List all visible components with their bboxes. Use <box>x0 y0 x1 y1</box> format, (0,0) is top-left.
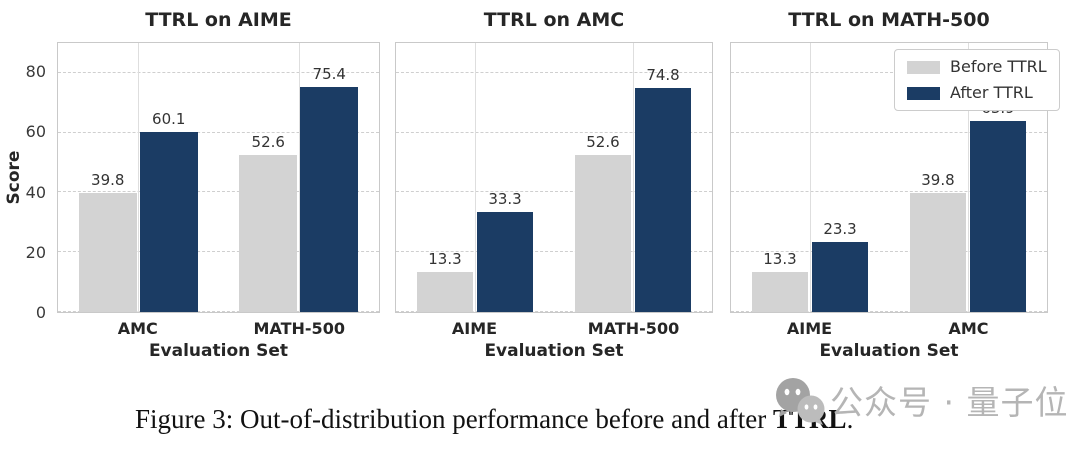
bar-before-ttrl-amc <box>909 193 967 312</box>
y-axis-ticks: 0 20 40 60 80 <box>0 42 50 322</box>
x-axis-label-math500-panel: Evaluation Set <box>819 341 959 361</box>
chart-title-ttrl-on-aime: TTRL on AIME <box>145 9 292 31</box>
bar-before-ttrl-aime <box>416 272 474 312</box>
chart-title-ttrl-on-amc: TTRL on AMC <box>483 9 625 31</box>
gridline-vertical <box>298 43 300 312</box>
legend-swatch-after-ttrl <box>907 86 940 100</box>
legend-item-before-ttrl: Before TTRL <box>907 58 1047 76</box>
gridline-horizontal <box>396 131 712 133</box>
gridline-horizontal <box>58 251 379 253</box>
legend: Before TTRL After TTRL <box>894 49 1060 111</box>
gridline-horizontal <box>396 311 712 312</box>
bar-after-ttrl-math-500 <box>634 88 692 312</box>
bar-value-label-before-ttrl-math-500: 52.6 <box>251 132 285 151</box>
gridline-horizontal <box>396 71 712 73</box>
gridline-horizontal <box>731 71 1047 73</box>
x-axis-label-amc-panel: Evaluation Set <box>484 341 624 361</box>
y-tick-label: 80 <box>25 62 46 82</box>
wechat-icon <box>772 376 828 430</box>
bar-before-ttrl-math-500 <box>574 154 632 312</box>
gridline-horizontal <box>396 191 712 193</box>
bar-value-label-before-ttrl-aime: 13.3 <box>428 250 462 269</box>
bar-value-label-after-ttrl-aime: 23.3 <box>823 220 857 239</box>
bar-value-label-after-ttrl-aime: 33.3 <box>488 190 522 209</box>
bar-value-label-before-ttrl-amc: 39.8 <box>921 171 955 190</box>
legend-swatch-before-ttrl <box>907 60 940 74</box>
watermark-text: 公众号 · 量子位 <box>830 383 1069 422</box>
bar-value-label-after-ttrl-math-500: 74.8 <box>646 66 680 85</box>
y-tick-label: 40 <box>25 182 46 202</box>
gridline-horizontal <box>58 311 379 312</box>
gridline-vertical <box>810 43 811 312</box>
gridline-vertical <box>633 43 634 312</box>
x-axis-label-aime-panel: Evaluation Set <box>148 341 289 361</box>
gridline-vertical <box>138 43 140 312</box>
plot-area-ttrl-on-amc: 13.3 33.3 52.6 74.8 <box>395 42 713 313</box>
bar-value-label-after-ttrl-amc: 60.1 <box>152 110 186 129</box>
gridline-horizontal <box>731 311 1047 312</box>
gridline-horizontal <box>731 131 1047 133</box>
gridline-horizontal <box>58 131 379 133</box>
gridline-horizontal <box>58 71 379 73</box>
gridline-horizontal <box>58 191 379 193</box>
bar-before-ttrl-aime <box>751 272 809 312</box>
bar-after-ttrl-aime <box>811 242 869 312</box>
caption-text: Figure 3: Out-of-distribution performanc… <box>135 404 774 434</box>
y-tick-label: 20 <box>25 242 46 262</box>
bar-value-label-before-ttrl-aime: 13.3 <box>763 250 797 269</box>
bar-before-ttrl-amc <box>78 193 137 312</box>
watermark: 公众号 · 量子位 <box>772 376 1068 430</box>
caption-period: . <box>846 404 854 434</box>
y-tick-label: 0 <box>35 303 46 322</box>
chart-title-ttrl-on-math-500: TTRL on MATH-500 <box>788 9 990 31</box>
legend-label-after-ttrl: After TTRL <box>950 83 1033 102</box>
x-axis-ticks-math500-panel: AIME AMC <box>730 319 1048 339</box>
x-tick-label-amc: AMC <box>117 319 158 338</box>
figure-caption: Figure 3: Out-of-distribution performanc… <box>135 401 853 437</box>
x-tick-label-math-500: MATH-500 <box>253 319 345 338</box>
bar-before-ttrl-math-500 <box>239 154 298 312</box>
x-axis-ticks-aime-panel: AMC MATH-500 <box>57 319 380 339</box>
legend-item-after-ttrl: After TTRL <box>907 84 1047 102</box>
bar-after-ttrl-math-500 <box>300 86 359 312</box>
bar-after-ttrl-amc <box>139 132 198 312</box>
gridline-vertical <box>968 43 969 312</box>
x-tick-label-aime: AIME <box>786 319 833 338</box>
bar-after-ttrl-aime <box>476 212 534 312</box>
x-axis-ticks-amc-panel: AIME MATH-500 <box>395 319 713 339</box>
x-tick-label-amc: AMC <box>948 319 989 338</box>
gridline-vertical <box>475 43 476 312</box>
legend-label-before-ttrl: Before TTRL <box>950 57 1047 76</box>
plot-area-ttrl-on-math-500: 13.323.339.863.9 <box>730 42 1048 313</box>
bar-value-label-before-ttrl-math-500: 52.6 <box>586 132 620 151</box>
bar-value-label-after-ttrl-math-500: 75.4 <box>312 64 346 83</box>
y-tick-label: 60 <box>25 122 46 142</box>
bar-value-label-before-ttrl-amc: 39.8 <box>91 171 125 190</box>
gridline-horizontal <box>731 191 1047 193</box>
gridline-horizontal <box>731 251 1047 253</box>
x-tick-label-math-500: MATH-500 <box>587 319 680 338</box>
gridline-horizontal <box>396 251 712 253</box>
bar-after-ttrl-amc <box>969 121 1027 312</box>
plot-area-ttrl-on-aime: 39.8 60.1 52.6 75.4 <box>57 42 380 313</box>
x-tick-label-aime: AIME <box>451 319 498 338</box>
